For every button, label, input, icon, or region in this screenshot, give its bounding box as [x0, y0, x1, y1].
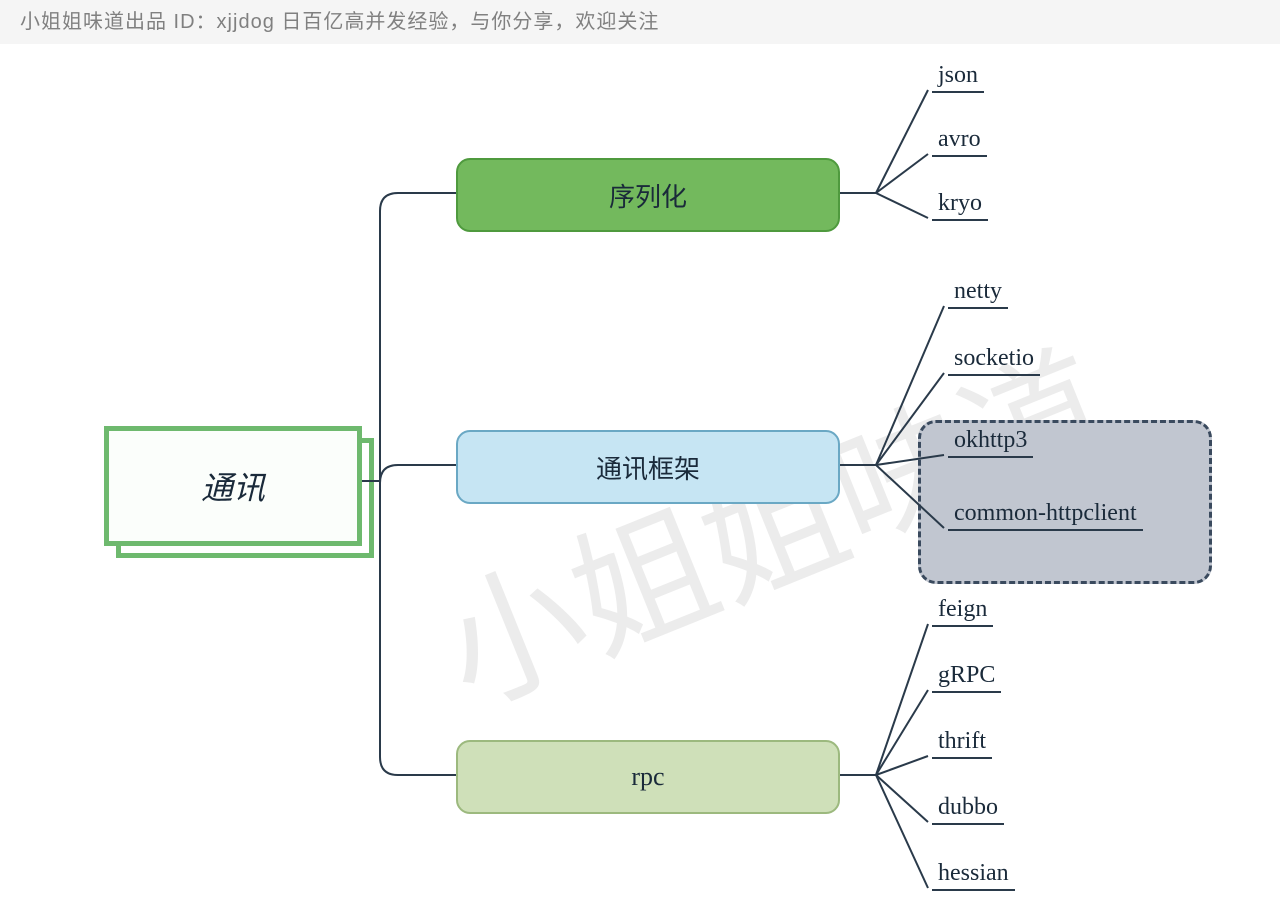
category-label: rpc — [631, 762, 664, 792]
leaf-dubbo: dubbo — [932, 794, 1004, 825]
leaf-grpc: gRPC — [932, 662, 1001, 693]
root-label: 通讯 — [201, 463, 265, 509]
leaf-netty: netty — [948, 278, 1008, 309]
leaf-common-httpclient: common-httpclient — [948, 500, 1143, 531]
leaf-kryo: kryo — [932, 190, 988, 221]
category-label: 通讯框架 — [596, 449, 700, 486]
leaf-socketio: socketio — [948, 345, 1040, 376]
leaf-avro: avro — [932, 126, 987, 157]
root-node: 通讯 — [104, 426, 362, 546]
header-caption: 小姐姐味道出品 ID：xjjdog 日百亿高并发经验，与你分享，欢迎关注 — [0, 0, 1280, 44]
header-text: 小姐姐味道出品 ID：xjjdog 日百亿高并发经验，与你分享，欢迎关注 — [20, 11, 659, 33]
category-serialization: 序列化 — [456, 158, 840, 232]
leaf-thrift: thrift — [932, 728, 992, 759]
leaf-json: json — [932, 62, 984, 93]
leaf-feign: feign — [932, 596, 993, 627]
category-framework: 通讯框架 — [456, 430, 840, 504]
leaf-hessian: hessian — [932, 860, 1015, 891]
leaf-okhttp3: okhttp3 — [948, 427, 1033, 458]
category-rpc: rpc — [456, 740, 840, 814]
category-label: 序列化 — [609, 177, 687, 214]
